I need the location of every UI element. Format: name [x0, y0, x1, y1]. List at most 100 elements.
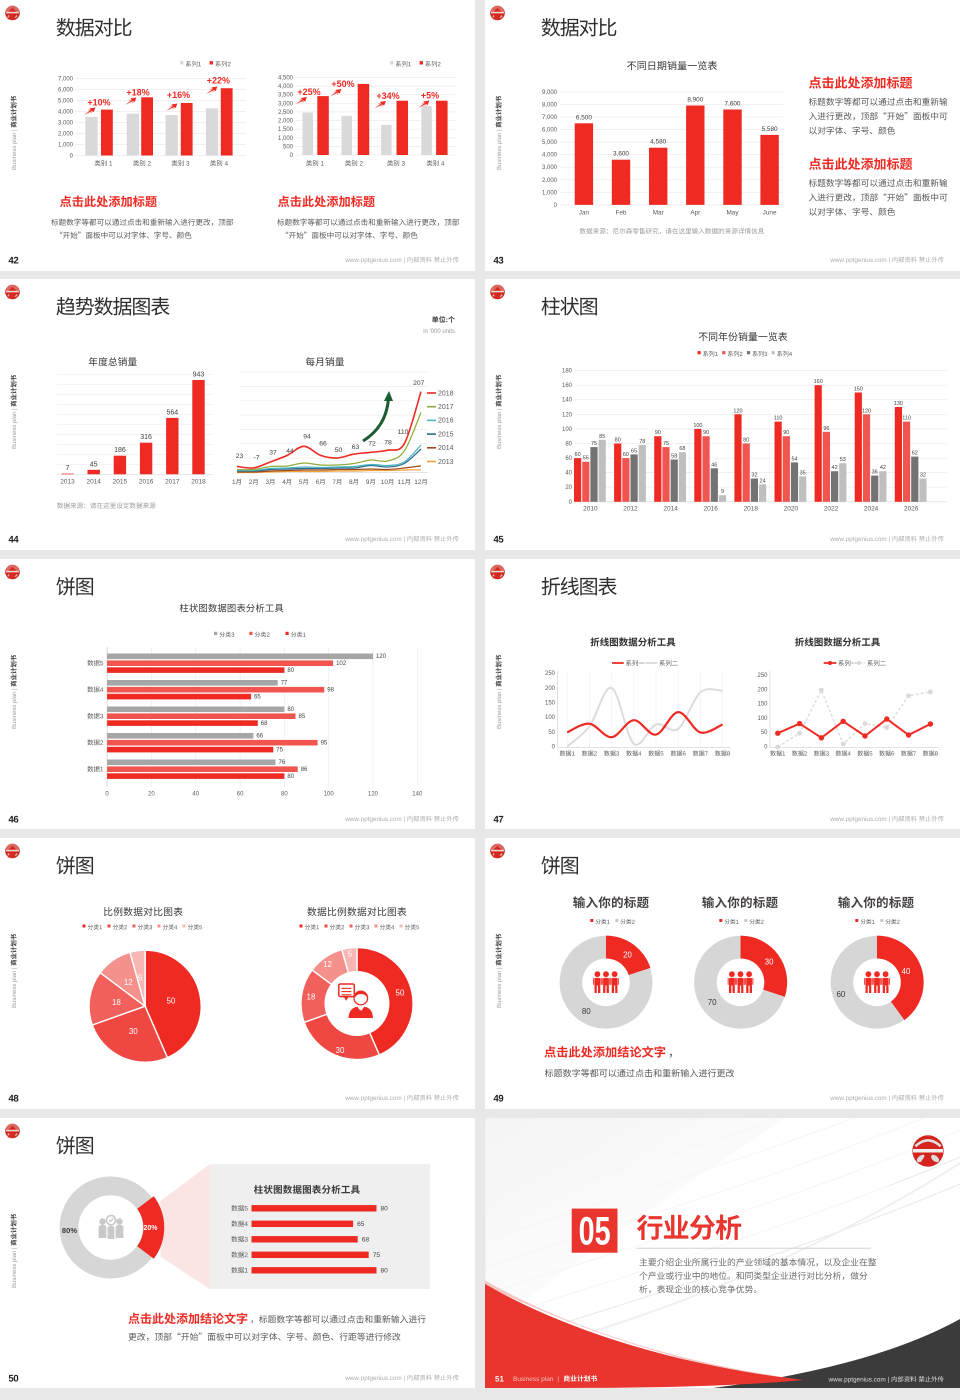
svg-text:2016: 2016	[438, 418, 454, 425]
svg-text:100: 100	[758, 716, 769, 722]
svg-text:943: 943	[193, 372, 205, 379]
svg-text:3,600: 3,600	[613, 151, 629, 158]
svg-text:78: 78	[384, 439, 392, 446]
svg-text:2013: 2013	[438, 459, 454, 466]
svg-text:100: 100	[562, 427, 573, 433]
svg-text:0: 0	[764, 744, 768, 750]
svg-text:6,500: 6,500	[576, 114, 592, 121]
svg-text:+10%: +10%	[87, 97, 110, 107]
svg-text:80: 80	[566, 442, 573, 448]
svg-text:100: 100	[545, 715, 556, 721]
svg-text:3,000: 3,000	[278, 101, 294, 107]
svg-text:2016: 2016	[704, 506, 719, 513]
svg-text:100: 100	[694, 423, 703, 429]
svg-text:in '000 units: in '000 units	[423, 329, 455, 335]
svg-text:20: 20	[623, 951, 632, 960]
svg-text:36: 36	[872, 470, 878, 476]
svg-text:66: 66	[319, 441, 327, 448]
svg-text:0: 0	[569, 500, 573, 506]
svg-text:207: 207	[413, 380, 425, 387]
svg-text:60: 60	[575, 452, 581, 458]
svg-text:65: 65	[254, 694, 261, 700]
svg-text:1,000: 1,000	[58, 142, 74, 148]
svg-text:80%: 80%	[62, 1226, 77, 1235]
svg-text:7: 7	[66, 465, 70, 472]
svg-text:2020: 2020	[784, 506, 799, 513]
svg-text:180: 180	[562, 369, 573, 375]
svg-text:2022: 2022	[824, 506, 839, 513]
svg-text:62: 62	[912, 451, 918, 457]
svg-text:3,000: 3,000	[58, 120, 74, 126]
svg-text:120: 120	[376, 654, 387, 660]
svg-text:95: 95	[321, 740, 328, 746]
svg-text:80: 80	[287, 707, 294, 713]
svg-text:2,000: 2,000	[58, 131, 74, 137]
svg-text:2,000: 2,000	[278, 119, 294, 125]
svg-text:2018: 2018	[438, 390, 454, 397]
svg-text:2,500: 2,500	[278, 110, 294, 116]
svg-text:78: 78	[640, 439, 646, 445]
svg-text:44: 44	[286, 448, 294, 455]
svg-text:2017: 2017	[165, 479, 180, 486]
svg-text:68: 68	[362, 1236, 370, 1243]
svg-text:45: 45	[90, 461, 98, 468]
svg-text:80: 80	[287, 774, 294, 780]
svg-text:250: 250	[758, 673, 769, 679]
svg-text:4,000: 4,000	[278, 84, 294, 90]
svg-text:40: 40	[192, 791, 199, 797]
svg-text:6,000: 6,000	[542, 128, 558, 134]
svg-text:75: 75	[591, 441, 597, 447]
svg-text:30: 30	[129, 1027, 138, 1036]
svg-text:37: 37	[269, 450, 277, 457]
svg-text:5,000: 5,000	[58, 98, 74, 104]
svg-text:70: 70	[708, 998, 717, 1007]
svg-text:8,000: 8,000	[542, 102, 558, 108]
svg-text:46: 46	[712, 462, 718, 468]
svg-text:60: 60	[623, 452, 629, 458]
svg-text:250: 250	[545, 671, 556, 677]
svg-text:June: June	[763, 209, 777, 216]
svg-text:8,900: 8,900	[688, 96, 704, 103]
svg-text:85: 85	[599, 434, 605, 440]
svg-text:80: 80	[743, 438, 749, 444]
svg-text:2014: 2014	[664, 506, 679, 513]
svg-text:40: 40	[566, 471, 573, 477]
svg-text:120: 120	[862, 408, 871, 414]
svg-text:30: 30	[336, 1046, 345, 1055]
svg-text:5,580: 5,580	[762, 126, 778, 133]
svg-text:24: 24	[760, 478, 766, 484]
svg-text:35: 35	[800, 470, 806, 476]
svg-text:150: 150	[854, 387, 863, 393]
svg-text:316: 316	[140, 434, 152, 441]
svg-text:90: 90	[784, 430, 790, 436]
svg-text:May: May	[727, 209, 740, 216]
svg-text:110: 110	[398, 429, 409, 436]
svg-text:Mar: Mar	[653, 209, 665, 216]
svg-text:18: 18	[307, 993, 316, 1002]
svg-text:53: 53	[840, 457, 846, 463]
svg-text:0: 0	[70, 153, 74, 159]
svg-text:40: 40	[902, 967, 911, 976]
svg-text:2018: 2018	[744, 506, 759, 513]
svg-text:2010: 2010	[583, 506, 598, 513]
svg-text:50: 50	[166, 997, 175, 1006]
svg-text:60: 60	[237, 791, 244, 797]
svg-text:+22%: +22%	[207, 75, 230, 85]
svg-text:2012: 2012	[624, 506, 639, 513]
svg-text:9,000: 9,000	[542, 90, 558, 96]
svg-text:90: 90	[703, 430, 709, 436]
svg-text:65: 65	[631, 449, 637, 455]
svg-text:5: 5	[348, 950, 353, 959]
svg-text:66: 66	[256, 733, 263, 739]
svg-text:2015: 2015	[113, 479, 128, 486]
svg-text:120: 120	[368, 791, 379, 797]
svg-text:20: 20	[148, 791, 155, 797]
svg-text:2014: 2014	[438, 445, 454, 452]
svg-text:1,000: 1,000	[542, 190, 558, 196]
svg-text:200: 200	[545, 686, 556, 692]
svg-text:2024: 2024	[864, 506, 879, 513]
svg-text:+50%: +50%	[331, 79, 354, 89]
svg-text:2014: 2014	[86, 479, 101, 486]
svg-text:2013: 2013	[60, 479, 75, 486]
svg-text:0: 0	[290, 153, 294, 159]
